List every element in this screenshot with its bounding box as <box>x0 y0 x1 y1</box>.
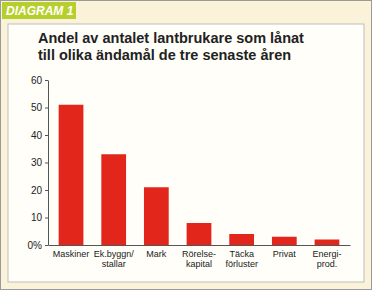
bar <box>187 223 212 245</box>
x-tick: Ek.byggn/stallar <box>94 245 135 269</box>
y-tick-label: 40 <box>31 130 43 141</box>
y-tick: 40 <box>31 130 48 141</box>
x-tick: Täckaförluster <box>225 245 258 269</box>
bars <box>59 105 340 245</box>
bar <box>101 154 126 245</box>
x-tick-label: Ek.byggn/stallar <box>94 249 135 269</box>
y-tick: 60 <box>31 75 48 86</box>
y-tick: 30 <box>31 157 48 168</box>
y-tick-mark <box>45 108 48 109</box>
x-tick: Mark <box>146 245 166 259</box>
y-tick-label: 50 <box>31 102 43 113</box>
background <box>1 1 372 290</box>
x-tick: Rörelse-kapital <box>182 245 216 269</box>
y-axis-line <box>48 81 49 246</box>
title: Andel av antalet lantbrukare som lånatti… <box>38 30 304 63</box>
header-label: DIAGRAM 1 <box>2 2 76 19</box>
x-tick-label: Mark <box>146 249 166 259</box>
y-tick-label: 30 <box>31 157 43 168</box>
y-tick: 20 <box>31 185 48 196</box>
plot-panel <box>8 24 364 282</box>
x-tick: Privat <box>273 245 297 259</box>
bar <box>229 234 254 245</box>
y-tick-label: 10 <box>31 212 43 223</box>
y-tick-mark <box>45 80 48 81</box>
x-tick: Maskiner <box>53 245 90 259</box>
x-tick-label: Täckaförluster <box>225 249 258 269</box>
x-axis-line <box>49 245 351 246</box>
y-tick-mark <box>45 218 48 219</box>
header-box <box>2 2 76 19</box>
y-tick-mark <box>45 190 48 191</box>
bar <box>59 105 84 245</box>
x-tick-label: Privat <box>273 249 297 259</box>
y-tick-label: 0% <box>28 240 43 251</box>
x-axis: Maskiner Ek.byggn/stallar Mark Rörelse-kapi… <box>49 245 351 269</box>
y-tick: 50 <box>31 102 48 113</box>
header-text: DIAGRAM 1 <box>6 4 74 18</box>
x-tick-label: Energi-prod. <box>312 249 341 269</box>
y-axis: 0% 10 20 30 40 50 60 <box>28 75 49 251</box>
bar <box>272 237 297 245</box>
y-tick-mark <box>45 163 48 164</box>
y-tick-label: 60 <box>31 75 43 86</box>
x-tick-label: Rörelse-kapital <box>182 249 216 269</box>
chart: DIAGRAM 1 Andel av antalet lantbrukare so… <box>0 0 372 290</box>
bar <box>144 187 169 245</box>
y-tick: 10 <box>31 212 48 223</box>
y-tick-label: 20 <box>31 185 43 196</box>
y-tick: 0% <box>28 240 48 251</box>
x-tick-label: Maskiner <box>53 249 90 259</box>
x-tick: Energi-prod. <box>312 245 341 269</box>
y-tick-mark <box>45 245 48 246</box>
y-tick-mark <box>45 135 48 136</box>
bar <box>315 240 340 246</box>
